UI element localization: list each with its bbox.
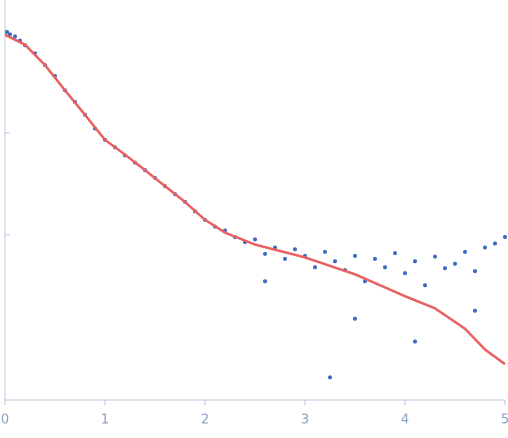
data-point — [403, 271, 407, 276]
data-point — [313, 265, 317, 270]
data-point — [383, 265, 387, 270]
data-point — [503, 235, 507, 240]
data-point — [13, 34, 17, 39]
data-point — [473, 308, 477, 313]
data-point — [433, 254, 437, 259]
x-tick-label: 1 — [101, 413, 109, 428]
data-point — [393, 251, 397, 256]
x-tick-label: 0 — [1, 413, 9, 428]
data-point — [353, 316, 357, 321]
data-point — [483, 245, 487, 250]
data-point — [443, 266, 447, 271]
x-tick-label: 3 — [301, 413, 309, 428]
x-tick-label: 5 — [501, 413, 508, 428]
data-point — [323, 249, 327, 254]
data-point — [453, 261, 457, 266]
data-point — [253, 237, 257, 242]
data-point — [413, 259, 417, 264]
data-point — [373, 256, 377, 261]
data-point — [333, 259, 337, 264]
data-point — [293, 247, 297, 252]
data-point — [463, 249, 467, 254]
data-point — [353, 253, 357, 258]
data-point — [263, 251, 267, 256]
data-point — [328, 375, 332, 380]
x-tick-label: 4 — [401, 413, 409, 428]
data-point — [283, 256, 287, 261]
x-tick-label: 2 — [201, 413, 209, 428]
data-point — [5, 30, 9, 35]
data-point — [413, 339, 417, 344]
fit-line — [4, 33, 506, 366]
data-point — [473, 269, 477, 274]
data-point — [423, 283, 427, 288]
data-point — [493, 241, 497, 246]
data-point — [263, 279, 267, 284]
